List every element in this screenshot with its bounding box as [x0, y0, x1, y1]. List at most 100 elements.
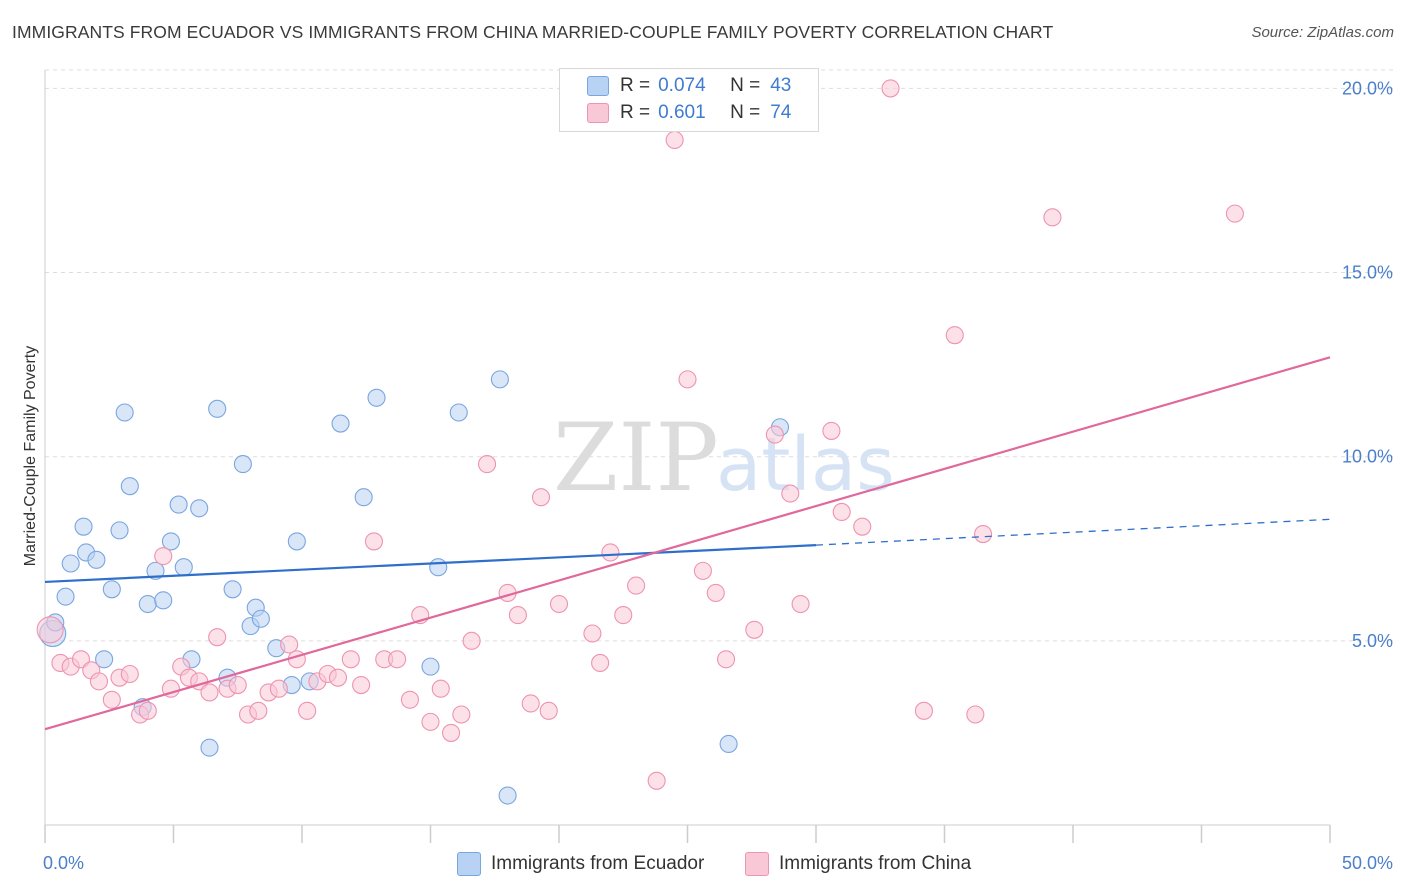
china-point — [881, 79, 900, 98]
legend-n-value: 43 — [770, 75, 792, 96]
china-point — [693, 561, 712, 580]
legend-row-china: R = 0.601 N = 74 — [587, 101, 792, 125]
y-tick-label: 15.0% — [1342, 263, 1393, 283]
x-tick-label: 50.0% — [1342, 853, 1393, 873]
china-point — [945, 326, 964, 345]
watermark-atlas: atlas — [716, 422, 895, 508]
china-point — [228, 675, 247, 695]
china-point — [208, 628, 227, 647]
china-point — [583, 624, 602, 643]
trend-line-ecuador — [44, 543, 817, 584]
china-point — [539, 701, 558, 720]
china-point — [627, 576, 646, 595]
watermark: ZIP atlas — [553, 404, 895, 513]
china-point — [452, 705, 471, 724]
ecuador-point — [429, 558, 448, 577]
china-point — [521, 694, 540, 713]
china-point — [665, 130, 684, 150]
china-point — [431, 679, 450, 698]
china-point — [36, 616, 64, 644]
china-point — [614, 606, 633, 625]
china-point — [341, 650, 360, 669]
china-point — [706, 583, 725, 603]
china-point — [601, 543, 620, 562]
china-point — [745, 620, 764, 639]
ecuador-point — [331, 414, 350, 433]
ecuador-point — [61, 554, 80, 573]
legend-r-value: 0.601 — [658, 102, 706, 123]
ecuador-point — [208, 399, 227, 418]
china-point — [102, 690, 121, 709]
china-point — [328, 668, 348, 687]
y-axis-label: Married-Couple Family Poverty — [22, 346, 39, 567]
legend-swatch-china — [745, 852, 769, 876]
ecuador-point — [421, 657, 440, 676]
china-point — [298, 701, 317, 720]
legend-item-ecuador[interactable]: Immigrants from Ecuador — [457, 852, 704, 876]
china-point — [914, 701, 933, 720]
ecuador-point — [287, 532, 306, 551]
grid-lines — [45, 69, 1395, 642]
china-point — [531, 488, 551, 507]
y-tick-label: 5.0% — [1352, 631, 1393, 651]
ecuador-point — [223, 580, 242, 599]
legend-item-china[interactable]: Immigrants from China — [745, 852, 971, 876]
china-point — [287, 650, 306, 669]
china-point — [120, 664, 139, 684]
china-point — [364, 532, 384, 551]
tick-labels: 5.0% 10.0% 15.0% 20.0% 0.0% 50.0% — [43, 78, 1393, 873]
china-point — [269, 679, 288, 698]
china-point — [400, 690, 419, 709]
chart-title: IMMIGRANTS FROM ECUADOR VS IMMIGRANTS FR… — [12, 22, 1054, 42]
source-credit: Source: ZipAtlas.com — [1251, 24, 1394, 41]
ecuador-point — [102, 580, 121, 599]
china-point — [765, 425, 784, 444]
china-point — [781, 484, 800, 503]
legend-swatch-ecuador — [457, 852, 481, 876]
china-point — [966, 705, 985, 724]
china-point — [591, 653, 610, 673]
correlation-legend: R = 0.074 N = 43 R = 0.601 N = 74 — [559, 68, 819, 132]
legend-r-label: R = — [620, 102, 651, 123]
china-point — [200, 683, 219, 702]
legend-r-value: 0.074 — [658, 75, 706, 96]
ecuador-point — [367, 388, 386, 407]
ecuador-point — [490, 370, 509, 389]
ecuador-point — [190, 499, 209, 518]
y-tick-label: 10.0% — [1342, 447, 1393, 467]
china-point — [71, 650, 91, 669]
ecuador-point — [174, 558, 193, 577]
trend-line-china — [44, 356, 1331, 731]
ecuador-point — [110, 521, 129, 540]
china-point — [508, 606, 527, 625]
ecuador-point — [200, 738, 219, 757]
ecuador-point — [719, 734, 738, 754]
ecuador-point — [449, 403, 468, 422]
y-tick-label: 20.0% — [1342, 78, 1393, 98]
ecuador-point — [95, 650, 114, 669]
china-point — [154, 547, 173, 566]
legend-n-label: N = — [730, 102, 761, 123]
ecuador-point — [138, 594, 157, 614]
legend-label-china: Immigrants from China — [779, 853, 972, 874]
ecuador-point — [354, 488, 373, 507]
legend-row-ecuador: R = 0.074 N = 43 — [587, 74, 792, 98]
legend-n-label: N = — [730, 75, 761, 96]
china-point — [89, 672, 109, 691]
ecuador-point — [56, 587, 75, 606]
ecuador-point — [161, 532, 180, 551]
ecuador-point — [498, 786, 517, 805]
ecuador-point — [74, 517, 93, 536]
china-point — [716, 650, 736, 669]
china-point — [853, 517, 872, 536]
ecuador-point — [154, 591, 173, 610]
china-point — [973, 524, 993, 544]
china-point — [832, 502, 851, 522]
china-point — [421, 712, 440, 731]
ecuador-point — [233, 455, 252, 474]
series-legend: Immigrants from Ecuador Immigrants from … — [0, 850, 1406, 880]
china-point — [678, 370, 697, 389]
legend-n-value: 74 — [770, 102, 792, 123]
axes — [44, 70, 1331, 843]
